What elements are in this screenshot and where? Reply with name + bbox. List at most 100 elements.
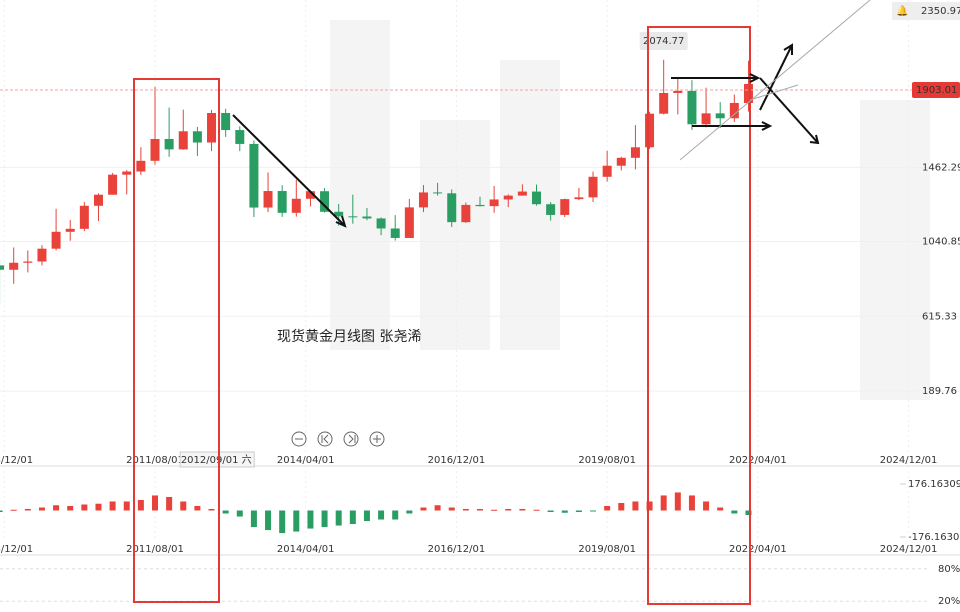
y-tick-label: 189.76 [922,386,957,397]
macd-bar [406,510,413,514]
candle-body [334,211,344,217]
last-price-tag [912,81,960,98]
macd-bar [688,495,695,511]
x-tick-label: 2016/12/01 [428,455,486,466]
x-tick-label: 2019/08/01 [578,455,636,466]
y-tick-label: 20% [938,596,960,607]
candle-body [136,160,146,172]
macd-bar [208,508,215,511]
macd-bar [491,509,498,511]
macd-bar [745,510,752,516]
macd-bar [194,505,201,511]
macd-bar [363,510,370,522]
candle-body [673,90,683,93]
candle-body [404,207,414,238]
candle-body [348,216,358,218]
x-tick-label: 2008/12/01 [0,544,33,555]
candle-body [560,199,570,215]
macd-bar [38,507,45,511]
candle-body [320,191,330,212]
candle-body [390,228,400,238]
macd-bar [434,505,441,511]
y-tick-label: 1040.85 [922,236,960,247]
watermark [330,20,930,400]
y-tick-label: 615.33 [922,311,957,322]
macd-bar [95,503,102,511]
candle-body [93,194,103,206]
candle-body [23,261,33,263]
candle-body [433,192,443,194]
last-price-label: 1903.01 [916,85,957,96]
candle-body [150,139,160,161]
candle-body [489,199,499,207]
macd-bar [632,501,639,511]
macd-bar [604,505,611,511]
candle-body [503,195,513,200]
macd-bar [703,501,710,511]
candle-body [305,191,315,199]
candle-body [164,139,174,150]
macd-bar [81,504,88,511]
macd-bar [674,492,681,511]
zoom-in-button[interactable] [369,431,385,447]
macd-bar [0,510,3,513]
chart-title: 现货黄金月线图 张尧浠 [277,328,421,345]
x-tick-label: 2011/08/01 [126,455,184,466]
zoom-out-button[interactable] [291,431,307,447]
x-tick-label: 2014/04/01 [277,455,335,466]
macd-bar [392,510,399,520]
macd-bar [717,507,724,511]
candle-body [687,90,697,125]
macd-bar [250,510,257,528]
x-tick-label: 2008/12/01 [0,455,33,466]
macd-bar [533,509,540,511]
candle-body [122,171,132,175]
x-tick-label: 2022/04/01 [729,455,787,466]
macd-bar [462,508,469,511]
candle-body [65,228,75,232]
macd-bar [590,510,597,512]
nav-buttons [291,431,385,447]
candle-body [645,113,655,148]
candle-body [447,193,457,223]
macd-bar [166,496,173,511]
macd-bar [335,510,342,526]
y-tick-label: -176.16309 [908,532,960,543]
macd-bar [618,502,625,511]
x-tick-label: 2014/04/01 [277,544,335,555]
macd-bar [236,510,243,517]
x-tick-label: 2019/08/01 [578,544,636,555]
candle-body [616,157,626,166]
macd-bar [378,510,385,520]
annotations [133,0,871,605]
prev-button[interactable] [317,431,333,447]
candle-body [221,113,231,131]
macd-bar [321,510,328,528]
candle-body [602,165,612,177]
candle-body [51,231,61,249]
macd-bar [24,508,31,511]
candle-body [701,113,711,125]
candle-body [0,265,5,270]
candle-body [715,113,725,119]
macd-bar [547,510,554,513]
candle-body [418,192,428,208]
candle-body [79,205,89,229]
macd-bar [152,495,158,511]
x-tick-label: 2024/12/01 [880,455,938,466]
x-tick-label: 2016/12/01 [428,544,486,555]
candle-body [574,197,584,200]
candle-body [178,131,188,150]
macd-bar [53,505,60,511]
macd-bar [476,508,483,511]
macd-bar [109,501,116,511]
next-button[interactable] [343,431,359,447]
candle-body [291,198,301,213]
candle-body [532,191,542,205]
candle-body [192,131,202,143]
macd-bar [660,495,667,511]
max-label: 2350.97 [921,6,960,17]
x-tick-label: 2024/12/01 [880,544,938,555]
